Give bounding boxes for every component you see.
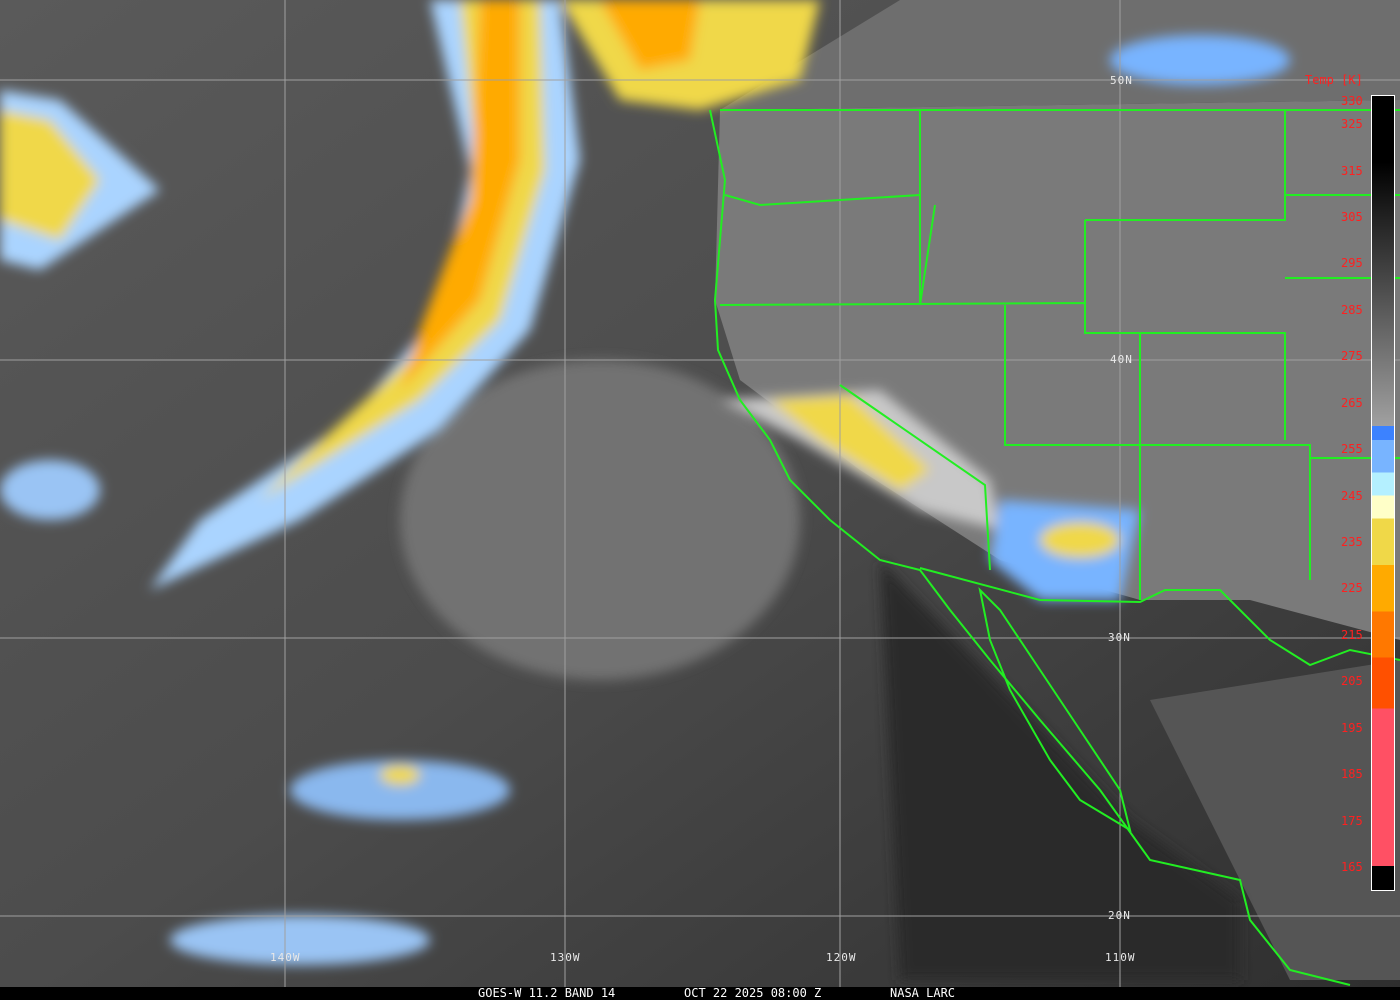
land-areas: [715, 0, 1400, 980]
caption-datetime: OCT 22 2025 08:00 Z: [684, 986, 822, 1000]
baja-peninsula: [978, 586, 1132, 833]
longitude-label-130w: 130W: [550, 951, 581, 964]
colorbar-tick-label: 205: [1341, 674, 1363, 689]
colorbar-tick-label: 305: [1341, 210, 1363, 225]
colorbar-tick-label: 185: [1341, 767, 1363, 782]
colorbar-tick-label: 215: [1341, 627, 1363, 642]
political-boundaries: [709, 109, 1400, 986]
ocean-clear-region: [400, 360, 1240, 980]
colorbar-tick-label: 285: [1341, 302, 1363, 317]
latitude-label-50n: 50N: [1110, 74, 1133, 87]
colorbar-tick-label: 235: [1341, 535, 1363, 550]
colorbar-tick-label: 255: [1341, 442, 1363, 457]
latitude-label-40n: 40N: [1110, 353, 1133, 366]
colorbar-tick-label: 295: [1341, 256, 1363, 271]
longitude-label-140w: 140W: [270, 951, 301, 964]
colorbar-tick-label: 315: [1341, 163, 1363, 178]
image-caption: GOES-W 11.2 BAND 14 OCT 22 2025 08:00 Z …: [0, 987, 1400, 1000]
colorbar-tick-label: 325: [1341, 117, 1363, 132]
longitude-label-120w: 120W: [826, 951, 857, 964]
colorbar-tick-label: 245: [1341, 488, 1363, 503]
caption-source: NASA LARC: [890, 986, 956, 1000]
us-mexico-border: [919, 567, 1400, 667]
colorbar-tick-label: 265: [1341, 395, 1363, 410]
longitude-label-110w: 110W: [1105, 951, 1136, 964]
colorbar-tick-label: 330: [1341, 94, 1363, 108]
latitude-label-30n: 30N: [1108, 631, 1131, 644]
colorbar-tick-label: 195: [1341, 720, 1363, 735]
caption-satellite: GOES-W 11.2 BAND 14: [478, 986, 616, 1000]
temperature-colorbar: [1371, 95, 1395, 891]
colorbar-tick-label: 165: [1341, 860, 1363, 874]
latitude-label-20n: 20N: [1108, 909, 1131, 922]
colorbar-tick-label: 225: [1341, 581, 1363, 596]
state-borders: [719, 110, 1400, 600]
colorbar-tick-label: 175: [1341, 813, 1363, 828]
colorbar-title: Temp [K]: [1305, 73, 1363, 87]
colorbar-tick-label: 275: [1341, 349, 1363, 364]
coastline: [709, 109, 1351, 986]
cloud-bands: [0, 0, 1290, 965]
